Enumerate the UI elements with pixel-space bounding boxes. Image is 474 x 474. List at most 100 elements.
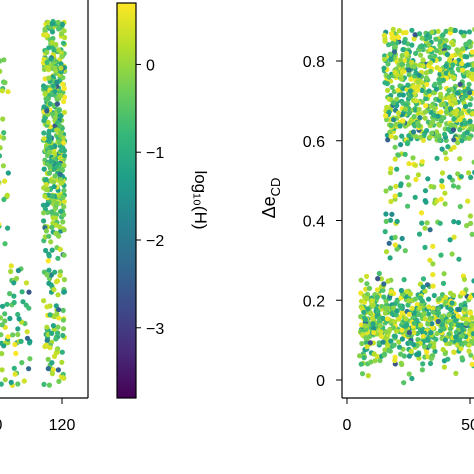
scatter-point bbox=[444, 51, 450, 58]
scatter-point bbox=[364, 281, 370, 287]
scatter-point bbox=[413, 98, 419, 104]
scatter-point bbox=[469, 315, 474, 321]
scatter-point bbox=[391, 100, 397, 106]
scatter-point bbox=[5, 170, 11, 176]
scatter-point bbox=[441, 271, 447, 277]
scatter-point bbox=[422, 115, 428, 121]
scatter-point bbox=[392, 234, 398, 240]
scatter-point bbox=[462, 306, 468, 312]
scatter-point bbox=[389, 35, 395, 41]
scatter-point bbox=[381, 56, 388, 62]
scatter-point bbox=[388, 57, 394, 63]
scatter-point bbox=[433, 36, 439, 42]
right-x-ticks: 0 50 bbox=[343, 398, 474, 434]
scatter-point bbox=[470, 111, 474, 117]
scatter-point bbox=[43, 342, 49, 348]
scatter-point bbox=[412, 162, 419, 168]
scatter-point bbox=[7, 291, 13, 297]
scatter-point bbox=[61, 289, 67, 295]
scatter-point bbox=[383, 188, 389, 194]
scatter-point bbox=[413, 133, 419, 140]
scatter-point bbox=[419, 367, 425, 373]
scatter-point bbox=[363, 286, 369, 292]
right-y-axis-label-main: Δe bbox=[259, 196, 279, 218]
scatter-point bbox=[438, 94, 444, 100]
scatter-point bbox=[430, 243, 436, 249]
scatter-point bbox=[416, 123, 422, 129]
scatter-point bbox=[61, 109, 67, 115]
scatter-point bbox=[390, 305, 396, 311]
scatter-point bbox=[429, 120, 435, 126]
scatter-point bbox=[55, 292, 61, 298]
scatter-point bbox=[16, 316, 22, 322]
scatter-point bbox=[60, 194, 66, 200]
scatter-point bbox=[55, 47, 62, 53]
scatter-point bbox=[412, 32, 418, 38]
scatter-point bbox=[446, 312, 452, 318]
scatter-point bbox=[369, 298, 375, 304]
scatter-point bbox=[61, 187, 67, 194]
scatter-point bbox=[23, 302, 29, 308]
scatter-point bbox=[427, 257, 433, 263]
scatter-point bbox=[368, 310, 374, 316]
scatter-point bbox=[382, 229, 388, 235]
scatter-point bbox=[466, 81, 472, 87]
scatter-point bbox=[397, 183, 404, 189]
scatter-point bbox=[47, 312, 53, 318]
scatter-point bbox=[0, 367, 5, 373]
scatter-point bbox=[464, 54, 470, 60]
scatter-point bbox=[44, 108, 50, 114]
scatter-point bbox=[406, 133, 412, 139]
scatter-point bbox=[437, 67, 443, 73]
scatter-point bbox=[47, 101, 53, 107]
scatter-point bbox=[2, 178, 8, 184]
scatter-point bbox=[389, 84, 395, 90]
colorbar-tick-label: −2 bbox=[146, 233, 164, 250]
scatter-point bbox=[455, 219, 462, 226]
scatter-point bbox=[420, 361, 426, 367]
scatter-point bbox=[426, 304, 432, 310]
scatter-point bbox=[57, 123, 63, 129]
scatter-point bbox=[431, 112, 437, 118]
scatter-point bbox=[389, 211, 395, 217]
scatter-point bbox=[438, 118, 444, 124]
scatter-point bbox=[432, 348, 438, 354]
scatter-point bbox=[394, 96, 400, 102]
scatter-point bbox=[385, 343, 391, 349]
right-y-tick-label: 0.6 bbox=[303, 134, 325, 151]
scatter-point bbox=[19, 289, 25, 295]
scatter-point bbox=[449, 53, 455, 59]
scatter-point bbox=[11, 365, 17, 371]
scatter-point bbox=[11, 280, 17, 286]
colorbar-gradient bbox=[116, 2, 137, 399]
scatter-point bbox=[459, 355, 465, 361]
scatter-point bbox=[401, 277, 407, 283]
scatter-point bbox=[417, 305, 423, 311]
scatter-point bbox=[383, 218, 389, 224]
scatter-point bbox=[43, 228, 50, 234]
scatter-point bbox=[15, 311, 21, 318]
scatter-point bbox=[416, 231, 423, 237]
scatter-point bbox=[53, 303, 59, 309]
scatter-point bbox=[402, 106, 408, 112]
scatter-point bbox=[424, 349, 430, 355]
scatter-point bbox=[54, 346, 60, 352]
scatter-point bbox=[43, 32, 49, 38]
left-x-tick-label: 120 bbox=[49, 417, 76, 434]
scatter-point bbox=[44, 272, 50, 278]
scatter-point bbox=[403, 316, 409, 322]
scatter-point bbox=[438, 196, 444, 202]
scatter-point bbox=[467, 39, 473, 45]
scatter-point bbox=[442, 351, 448, 357]
scatter-point bbox=[12, 371, 18, 377]
scatter-point bbox=[54, 311, 60, 317]
scatter-point bbox=[447, 306, 453, 312]
scatter-point bbox=[383, 117, 390, 123]
scatter-point bbox=[393, 121, 399, 127]
scatter-point bbox=[422, 188, 429, 194]
scatter-point bbox=[466, 108, 472, 114]
scatter-point bbox=[46, 280, 52, 286]
scatter-point bbox=[437, 39, 443, 45]
scatter-point bbox=[395, 110, 402, 116]
scatter-point bbox=[388, 166, 394, 172]
